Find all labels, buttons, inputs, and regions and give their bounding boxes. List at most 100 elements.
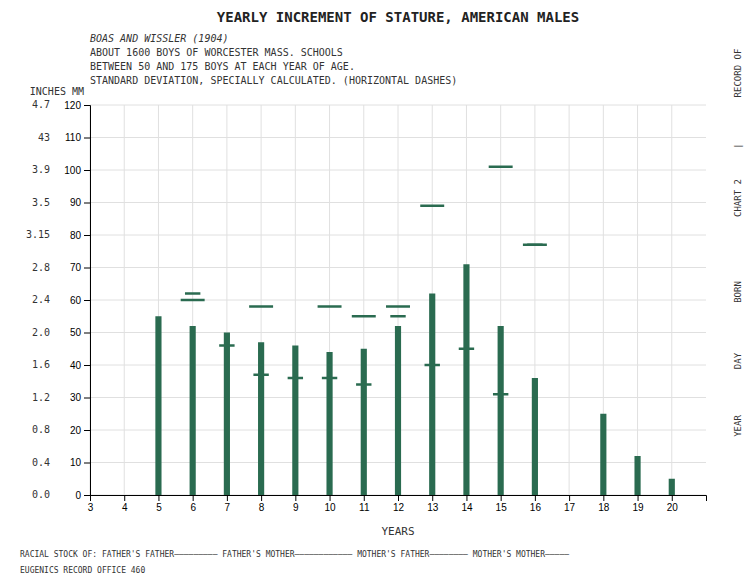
grid-line (637, 105, 638, 495)
bar (600, 414, 606, 495)
tick: 100 (64, 165, 90, 176)
tick-label: 14 (461, 502, 473, 513)
axis-header: INCHES MM (30, 86, 84, 97)
tick-label: 20 (667, 502, 679, 513)
subtitle-line: STANDARD DEVIATION, SPECIALLY CALCULATED… (90, 75, 457, 86)
tick: 16 (530, 495, 542, 513)
inch-label: 0.4 (32, 457, 50, 468)
tick: 80 (70, 230, 90, 241)
tick-mark (227, 495, 228, 501)
sd-dash (493, 393, 508, 396)
tick-label: 120 (64, 100, 81, 111)
tick-label: 90 (70, 197, 82, 208)
bar (429, 294, 435, 496)
inch-label: 2.0 (32, 327, 50, 338)
tick: 0 (75, 490, 90, 501)
tick-label: 60 (70, 295, 82, 306)
side-text: DAY (733, 352, 743, 369)
bar (463, 264, 469, 495)
tick: 8 (259, 495, 265, 513)
tick-label: 50 (70, 327, 82, 338)
tick: 10 (324, 495, 336, 513)
tick-mark (638, 495, 639, 501)
tick: 70 (70, 262, 90, 273)
inch-label: 2.4 (32, 294, 50, 305)
inch-label: 4.7 (32, 99, 50, 110)
marks (155, 167, 674, 495)
tick-label: 10 (70, 457, 82, 468)
tick-label: 20 (70, 425, 82, 436)
inch-label: 0.8 (32, 424, 50, 435)
tick: 3 (88, 495, 94, 513)
tick: 19 (632, 495, 644, 513)
tick-label: 100 (64, 165, 81, 176)
mean-dash (318, 305, 342, 308)
tick-mark (84, 138, 90, 139)
tick: 120 (64, 100, 90, 111)
tick: 7 (225, 495, 231, 513)
tick: 20 (667, 495, 679, 513)
tick: 10 (70, 457, 90, 468)
bar (155, 316, 161, 495)
inch-label: 3.5 (32, 197, 50, 208)
sd-dash (253, 374, 268, 377)
grid (90, 105, 706, 495)
tick: 50 (70, 327, 90, 338)
side-text: RECORD OF (733, 49, 743, 98)
side-text: | (733, 143, 743, 148)
tick: 11 (359, 495, 370, 513)
axis-line (91, 496, 707, 502)
inch-label: 1.6 (32, 359, 50, 370)
tick-label: 80 (70, 230, 82, 241)
tick-label: 18 (598, 502, 610, 513)
axis-line (84, 106, 91, 496)
tick-mark (158, 495, 159, 501)
mean-dash (181, 299, 205, 302)
tick-label: 10 (324, 502, 336, 513)
tick: 90 (70, 197, 90, 208)
tick: 40 (70, 360, 90, 371)
tick-label: 3 (88, 502, 94, 513)
grid-line (671, 105, 672, 495)
tick-mark (84, 268, 90, 269)
tick-mark (84, 463, 90, 464)
subtitle: BOAS AND WISSLER (1904)ABOUT 1600 BOYS O… (90, 33, 457, 86)
side-texts: RECORD OF|CHART 2BORNDAYYEAR (733, 49, 743, 437)
tick: 20 (70, 425, 90, 436)
tick: 9 (293, 495, 299, 513)
bar (224, 333, 230, 496)
footer-line: EUGENICS RECORD OFFICE 460 (20, 566, 145, 575)
tick-mark (84, 495, 90, 496)
tick: 15 (496, 495, 508, 513)
tick-mark (84, 365, 90, 366)
subtitle-line: ABOUT 1600 BOYS OF WORCESTER MASS. SCHOO… (90, 47, 343, 58)
sd-dash (185, 292, 200, 295)
inch-label: 0.0 (32, 489, 50, 500)
mean-dash (352, 315, 376, 318)
bar (361, 349, 367, 495)
tick: 14 (461, 495, 473, 513)
tick-label: 8 (259, 502, 265, 513)
sd-dash (322, 377, 337, 380)
title: YEARLY INCREMENT OF STATURE, AMERICAN MA… (217, 9, 579, 25)
sd-dash (425, 364, 440, 367)
tick: 6 (190, 495, 196, 513)
tick-mark (124, 495, 125, 501)
tick-label: 13 (427, 502, 439, 513)
tick: 18 (598, 495, 610, 513)
sd-dash (459, 348, 474, 351)
tick-label: 15 (496, 502, 508, 513)
footer: RACIAL STOCK OF: FATHER'S FATHER————————… (20, 550, 569, 575)
tick-label: 11 (359, 502, 370, 513)
tick-mark (364, 495, 365, 501)
inch-label: 3.9 (32, 164, 50, 175)
tick-mark (432, 495, 433, 501)
bar (190, 326, 196, 495)
bar (258, 342, 264, 495)
tick-label: 40 (70, 360, 82, 371)
tick-mark (398, 495, 399, 501)
mean-dash (420, 205, 444, 208)
tick: 12 (393, 495, 405, 513)
mean-dash (386, 305, 410, 308)
plot: 3456789101112131415161718192001020304050… (26, 99, 707, 513)
